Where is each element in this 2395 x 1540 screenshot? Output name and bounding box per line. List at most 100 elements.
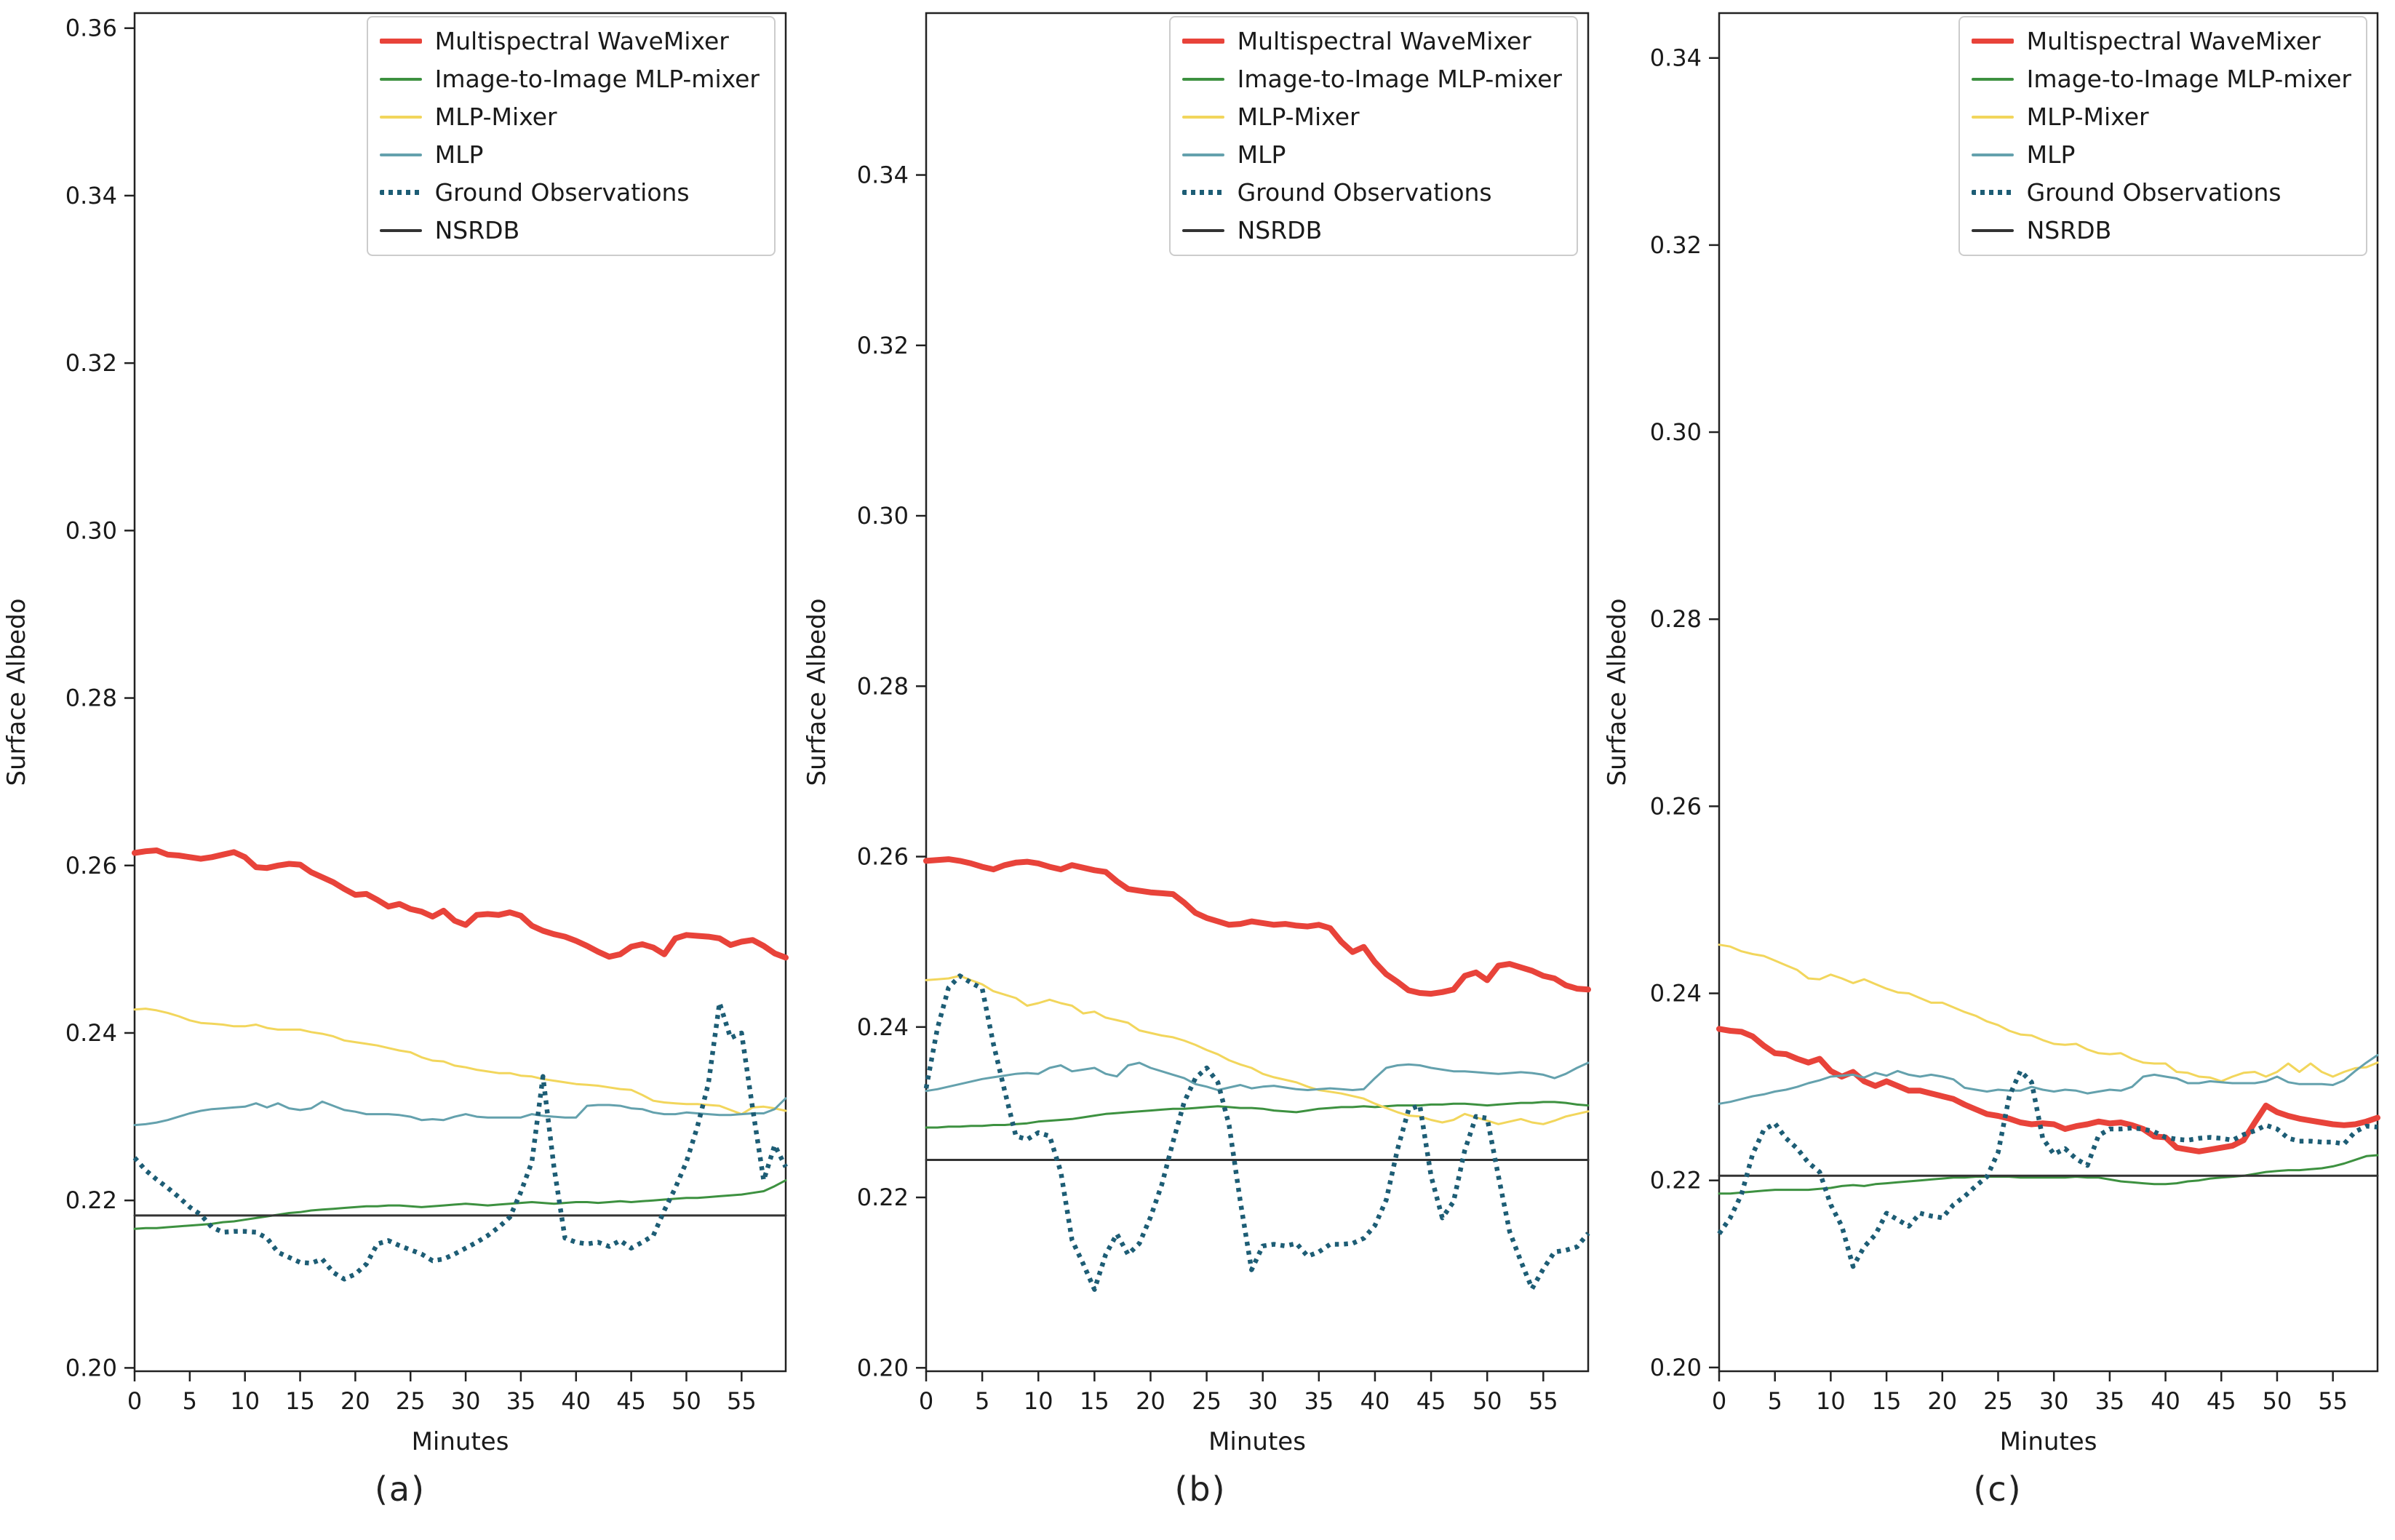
x-tick-label: 50	[1473, 1387, 1502, 1415]
y-tick-label: 0.36	[65, 15, 117, 42]
chart-panel-b: 0.20 0.22 0.24 0.26 0.28 0.30 0.32 0.34 0 5 10 15 20…	[800, 0, 1601, 1540]
legend-swatch-dotted-icon	[1181, 190, 1224, 196]
legend-swatch-line-icon	[1971, 39, 2014, 44]
legend-label: Multispectral WaveMixer	[2026, 27, 2321, 55]
series-ground-observations	[923, 973, 1590, 1292]
x-tick-label: 20	[1927, 1387, 1957, 1415]
x-axis-label: Minutes	[412, 1427, 509, 1455]
y-tick-label: 0.34	[1650, 44, 1702, 72]
y-tick-label: 0.34	[65, 182, 117, 210]
caption-a: (a)	[374, 1469, 426, 1509]
plot-area-b: 0.20 0.22 0.24 0.26 0.28 0.30 0.32 0.34 0 5 10 15 20…	[800, 0, 1601, 1455]
y-tick-label: 0.22	[65, 1186, 117, 1214]
legend-swatch-line-icon	[1181, 115, 1224, 119]
y-axis-label: Surface Albedo	[2, 599, 31, 786]
legend-item-ground-observations: Ground Observations	[379, 177, 760, 207]
x-tick-label: 45	[616, 1387, 646, 1415]
legend-swatch-line-icon	[1971, 228, 2014, 232]
legend-label: Image-to-Image MLP-mixer	[1237, 64, 1562, 93]
y-tick-label: 0.30	[857, 502, 909, 530]
legend-item-nsrdb: NSRDB	[1971, 215, 2351, 244]
series-image-to-image-mlp-mixer	[133, 1179, 787, 1230]
legend-label: NSRDB	[1237, 215, 1323, 244]
x-tick-label: 55	[1529, 1387, 1558, 1415]
legend-item-ground-observations: Ground Observations	[1181, 177, 1562, 207]
x-tick-label: 30	[451, 1387, 481, 1415]
y-tick-label: 0.32	[1650, 231, 1702, 259]
series-mlp	[925, 1061, 1590, 1093]
legend-swatch-line-icon	[379, 115, 422, 119]
y-tick-label: 0.20	[65, 1354, 117, 1381]
y-tick-label: 0.22	[857, 1184, 909, 1211]
legend-label: MLP	[1237, 140, 1286, 169]
y-axis-label: Surface Albedo	[802, 599, 832, 786]
x-tick-label: 50	[672, 1387, 701, 1415]
series-image-to-image-mlp-mixer	[925, 1101, 1590, 1129]
series-mlp-mixer	[133, 1008, 787, 1116]
series-ground-observations	[132, 1000, 788, 1282]
legend-item-mlp-mixer: MLP-Mixer	[1971, 102, 2351, 131]
legend-swatch-line-icon	[1181, 153, 1224, 156]
y-tick-label: 0.22	[1650, 1167, 1702, 1194]
series-mlp	[1718, 1053, 2379, 1105]
x-tick-label: 5	[183, 1387, 197, 1415]
series-mlp-mixer	[1718, 943, 2379, 1082]
legend-item-image-to-image-mlp-mixer: Image-to-Image MLP-mixer	[1181, 64, 1562, 93]
legend-swatch-line-icon	[1971, 153, 2014, 156]
legend-swatch-line-icon	[379, 77, 422, 81]
x-tick-label: 35	[1304, 1387, 1334, 1415]
y-tick-label: 0.34	[857, 161, 909, 189]
legend-swatch-line-icon	[1971, 115, 2014, 119]
x-tick-label: 5	[975, 1387, 989, 1415]
chart-panel-a: 0.20 0.22 0.24 0.26 0.28 0.30 0.32 0.34 0.36 0 5 10…	[0, 0, 800, 1540]
legend-swatch-line-icon	[379, 153, 422, 156]
legend-label: NSRDB	[2026, 215, 2112, 244]
legend-item-nsrdb: NSRDB	[379, 215, 760, 244]
y-tick-label: 0.30	[1650, 418, 1702, 446]
legend-swatch-line-icon	[379, 39, 422, 44]
caption-b: (b)	[1174, 1469, 1227, 1509]
legend-label: Ground Observations	[434, 177, 690, 207]
legend-label: MLP-Mixer	[2026, 102, 2149, 131]
y-tick-label: 0.24	[1650, 980, 1702, 1008]
x-tick-label: 35	[506, 1387, 536, 1415]
x-tick-label: 40	[2151, 1387, 2180, 1415]
y-tick-label: 0.24	[857, 1013, 909, 1041]
legend-swatch-line-icon	[379, 228, 422, 232]
x-tick-label: 15	[1872, 1387, 1902, 1415]
series-image-to-image-mlp-mixer	[1718, 1154, 2379, 1195]
x-tick-label: 30	[2039, 1387, 2069, 1415]
legend-item-ground-observations: Ground Observations	[1971, 178, 2351, 207]
legend-label: MLP-Mixer	[1237, 102, 1360, 131]
series-multispectral-wavemixer	[132, 847, 789, 961]
y-tick-label: 0.26	[65, 852, 117, 879]
x-tick-label: 25	[1192, 1387, 1222, 1415]
x-tick-label: 5	[1768, 1387, 1782, 1415]
x-tick-label: 0	[1712, 1387, 1726, 1415]
x-tick-label: 20	[340, 1387, 370, 1415]
legend-c: Multispectral WaveMixer Image-to-Image ML…	[1958, 16, 2367, 256]
legend-item-image-to-image-mlp-mixer: Image-to-Image MLP-mixer	[1971, 65, 2351, 93]
x-tick-label: 15	[1080, 1387, 1109, 1415]
legend-item-mlp: MLP	[1971, 140, 2351, 169]
legend-swatch-line-icon	[1971, 77, 2014, 81]
series-ground-observations	[1717, 1069, 2378, 1269]
legend-label: MLP	[2026, 140, 2076, 169]
x-tick-label: 55	[2318, 1387, 2348, 1415]
x-axis-label: Minutes	[1208, 1427, 1306, 1455]
x-tick-label: 25	[1983, 1387, 2013, 1415]
legend-item-multispectral-wavemixer: Multispectral WaveMixer	[1181, 28, 1562, 55]
plot-area-c: 0.20 0.22 0.24 0.26 0.28 0.30 0.32 0.34 0 5 10 15 20…	[1601, 0, 2395, 1455]
y-tick-label: 0.20	[1650, 1354, 1702, 1381]
y-tick-label: 0.28	[857, 672, 909, 700]
x-tick-label: 45	[1416, 1387, 1446, 1415]
x-tick-label: 20	[1136, 1387, 1165, 1415]
y-tick-label: 0.20	[857, 1354, 909, 1381]
x-tick-label: 40	[1360, 1387, 1390, 1415]
x-tick-label: 0	[127, 1387, 142, 1415]
legend-label: NSRDB	[434, 215, 520, 244]
y-axis-label: Surface Albedo	[1603, 599, 1632, 786]
x-tick-label: 25	[396, 1387, 426, 1415]
legend-label: Ground Observations	[1237, 177, 1492, 207]
